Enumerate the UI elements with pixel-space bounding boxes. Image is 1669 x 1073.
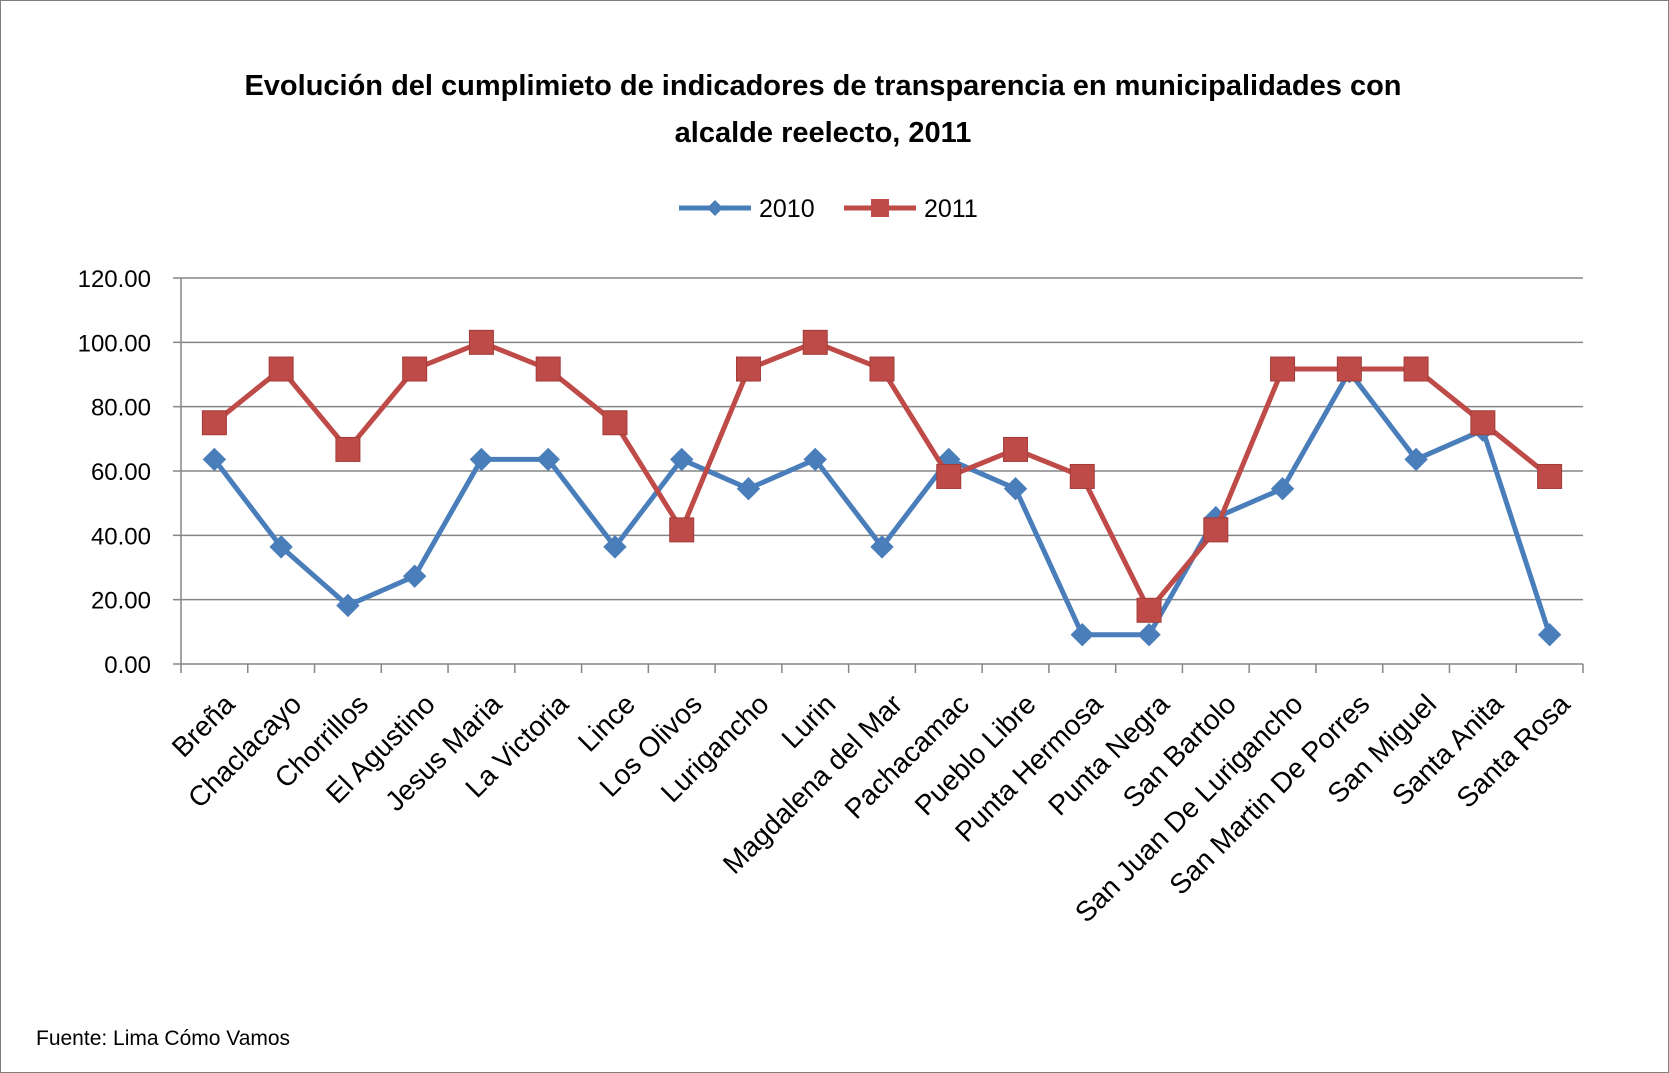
y-tick-label: 120.00	[78, 266, 151, 293]
data-point-2011	[335, 436, 361, 462]
data-point-2010	[336, 593, 360, 618]
y-tick-labels: 0.00 20.00 40.00 60.00 80.00 100.00 120.00	[78, 266, 151, 679]
data-point-2010	[803, 447, 827, 472]
data-point-2011	[402, 356, 428, 382]
series-2011	[201, 329, 1563, 623]
data-point-2010	[736, 476, 761, 501]
legend-label: 2011	[924, 195, 978, 223]
y-tick-label: 80.00	[91, 395, 151, 422]
data-point-2011	[1336, 356, 1362, 382]
y-tick-label: 100.00	[78, 330, 151, 357]
y-tick-label: 20.00	[91, 588, 151, 615]
series-lines	[201, 329, 1563, 647]
data-point-2010	[603, 535, 627, 559]
data-point-2011	[936, 463, 962, 489]
y-tick-label: 40.00	[91, 523, 151, 550]
data-point-2011	[1470, 410, 1496, 436]
data-point-2011	[201, 410, 227, 436]
data-point-2011	[268, 356, 294, 382]
data-point-2010	[870, 535, 894, 559]
data-point-2010	[469, 447, 494, 472]
data-point-2010	[269, 535, 293, 559]
data-point-2011	[535, 356, 561, 382]
data-point-2010	[1270, 476, 1295, 501]
chart-title-line-1: Evolución del cumplimieto de indicadores…	[244, 70, 1401, 102]
legend: 2010 2011	[679, 195, 978, 223]
data-point-2010	[1137, 623, 1161, 647]
data-point-2011	[468, 329, 494, 355]
legend-item-2011: 2011	[844, 195, 978, 223]
gridlines	[181, 277, 1583, 601]
data-point-2011	[1537, 463, 1563, 489]
legend-marker-square	[871, 199, 889, 217]
legend-item-2010: 2010	[679, 195, 815, 223]
data-point-2011	[735, 356, 761, 382]
data-point-2011	[1003, 436, 1029, 462]
data-point-2011	[1136, 597, 1162, 623]
data-point-2011	[1403, 356, 1429, 382]
data-point-2010	[1537, 623, 1562, 647]
data-point-2011	[602, 410, 628, 436]
data-point-2010	[1003, 476, 1028, 501]
data-point-2010	[202, 447, 227, 472]
legend-marker-diamond	[707, 200, 723, 216]
legend-label: 2010	[759, 195, 815, 223]
data-point-2011	[1069, 463, 1095, 489]
data-point-2011	[1270, 356, 1296, 382]
data-point-2011	[669, 517, 695, 543]
y-tick-label: 60.00	[91, 459, 151, 486]
y-tick-label: 0.00	[104, 652, 151, 679]
axes	[173, 277, 1584, 673]
data-point-2010	[536, 447, 560, 472]
series-line-2010	[212, 369, 1552, 638]
chart-title-line-2: alcalde reelecto, 2011	[675, 117, 972, 149]
data-point-2010	[670, 447, 694, 472]
data-point-2011	[1203, 517, 1229, 543]
data-point-2010	[402, 564, 427, 588]
data-point-2010	[1404, 447, 1428, 472]
series-2010	[202, 359, 1562, 647]
data-point-2010	[1070, 623, 1094, 647]
source-note: Fuente: Lima Cómo Vamos	[36, 1027, 290, 1050]
data-point-2011	[869, 356, 895, 382]
data-point-2011	[802, 329, 828, 355]
